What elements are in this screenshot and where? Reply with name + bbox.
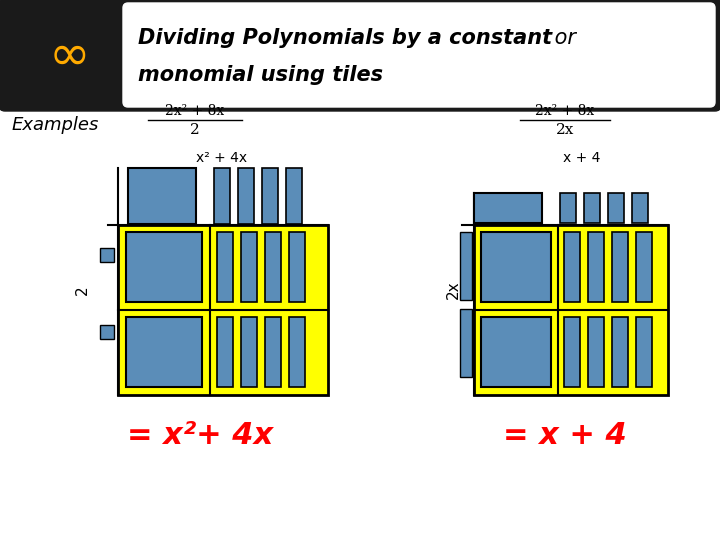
Bar [584,193,600,223]
Bar [126,317,202,387]
Bar [265,232,281,302]
Bar [612,317,628,387]
Text: Examples: Examples [12,116,99,134]
Text: 2: 2 [190,123,200,137]
Bar [460,232,472,300]
Text: x + 4: x + 4 [563,151,600,165]
Bar [265,317,281,387]
Text: monomial using tiles: monomial using tiles [138,65,383,85]
Bar [460,309,472,377]
Bar [118,225,328,395]
Bar [632,193,648,223]
Bar [636,317,652,387]
Bar [286,168,302,224]
Bar [126,232,202,302]
Text: = x + 4: = x + 4 [503,421,627,449]
Text: 2x: 2x [556,123,574,137]
Bar [588,232,604,302]
Text: x² + 4x: x² + 4x [197,151,248,165]
Bar [612,232,628,302]
Bar [564,232,580,302]
Bar [564,317,580,387]
Bar [289,232,305,302]
Bar [481,317,551,387]
Text: Dividing Polynomials by a constant: Dividing Polynomials by a constant [138,28,552,48]
Bar [238,168,254,224]
Text: 2: 2 [74,285,89,295]
Bar [214,168,230,224]
Bar [636,232,652,302]
Text: 2x² + 8x: 2x² + 8x [166,104,225,118]
Text: $\infty$: $\infty$ [48,31,86,79]
Bar [474,225,668,395]
Bar [241,317,257,387]
Text: = x²+ 4x: = x²+ 4x [127,421,273,449]
Bar [474,193,542,223]
Bar [128,168,196,224]
Bar [217,317,233,387]
FancyBboxPatch shape [123,3,715,107]
Bar [100,325,114,339]
Text: 2x: 2x [446,281,461,299]
Bar [241,232,257,302]
Bar [481,232,551,302]
Bar [289,317,305,387]
Bar [560,193,576,223]
Bar [100,248,114,262]
FancyBboxPatch shape [0,0,720,111]
Text: or: or [548,28,576,48]
Bar [217,232,233,302]
Bar [588,317,604,387]
Bar [608,193,624,223]
Bar [262,168,278,224]
Text: 2x² + 8x: 2x² + 8x [536,104,595,118]
